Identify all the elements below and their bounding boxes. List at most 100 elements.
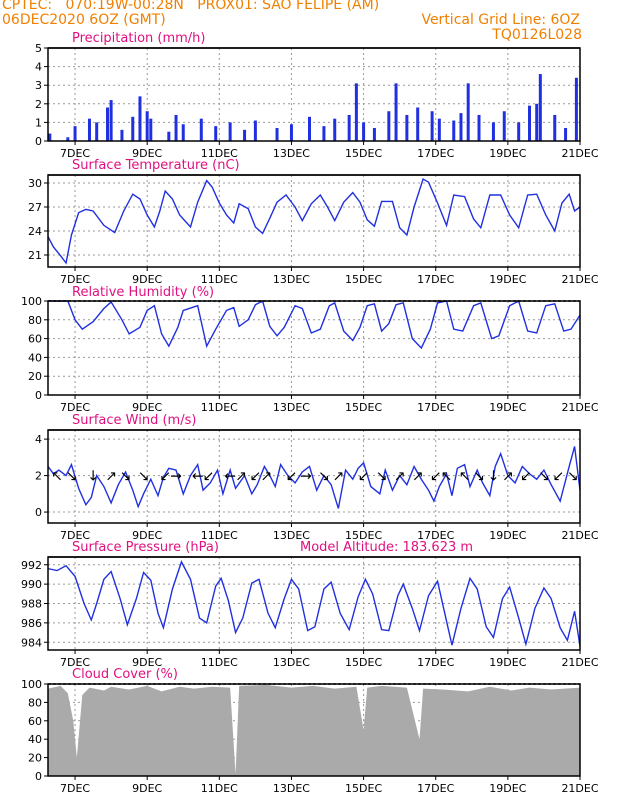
- y-tick-label: 24: [28, 225, 42, 238]
- precip-bar: [95, 122, 99, 141]
- x-tick-label: 11DEC: [201, 782, 238, 795]
- y-tick-label: 100: [21, 295, 42, 308]
- y-tick-label: 4: [35, 433, 42, 446]
- precip-bar: [430, 111, 434, 141]
- wind-arrow: ↓: [488, 469, 500, 485]
- y-tick-label: 21: [28, 249, 42, 262]
- wind-arrow: ↘: [376, 469, 388, 485]
- x-tick-label: 13DEC: [273, 656, 310, 669]
- y-tick-label: 986: [21, 617, 42, 630]
- y-tick-label: 4: [35, 61, 42, 74]
- x-tick-label: 7DEC: [60, 782, 90, 795]
- x-tick-label: 9DEC: [132, 401, 162, 414]
- precip-bar: [528, 105, 532, 141]
- x-tick-label: 11DEC: [201, 273, 238, 286]
- panel-2: [44, 174, 581, 271]
- x-tick-label: 19DEC: [489, 656, 526, 669]
- y-tick-label: 990: [21, 578, 42, 591]
- y-tick-label: 0: [35, 135, 42, 148]
- precip-bar: [66, 137, 70, 141]
- precip-bar: [517, 122, 521, 141]
- x-tick-label: 13DEC: [273, 782, 310, 795]
- precip-bar: [149, 118, 153, 141]
- panel-5: [44, 556, 581, 654]
- y-tick-label: 80: [28, 696, 42, 709]
- panel-title: Cloud Cover (%): [72, 667, 178, 682]
- wind-arrow: ↙: [520, 469, 532, 485]
- y-tick-label: 1: [35, 116, 42, 129]
- x-tick-label: 11DEC: [201, 147, 238, 160]
- wind-arrow: ↗: [105, 469, 117, 485]
- wind-arrow: →: [170, 469, 182, 485]
- y-tick-label: 20: [28, 370, 42, 383]
- y-tick-label: 20: [28, 752, 42, 765]
- panel-title: Precipitation (mm/h): [72, 31, 205, 46]
- header-line1: CPTEC: 070:19W-00:28N PROX01: SAO FELIPE…: [2, 0, 380, 13]
- x-tick-label: 7DEC: [60, 401, 90, 414]
- y-tick-label: 40: [28, 733, 42, 746]
- y-tick-label: 984: [21, 636, 42, 649]
- x-tick-label: 9DEC: [132, 656, 162, 669]
- y-tick-label: 100: [21, 678, 42, 691]
- y-tick-label: 60: [28, 715, 42, 728]
- cloud-cover-area: [48, 684, 580, 776]
- wind-arrow: ↗: [412, 469, 424, 485]
- precip-bar: [275, 127, 279, 141]
- precip-bar: [73, 126, 77, 141]
- x-tick-label: 13DEC: [273, 529, 310, 542]
- precip-bar: [502, 111, 506, 141]
- x-tick-label: 9DEC: [132, 529, 162, 542]
- wind-arrow: ↘: [473, 469, 485, 485]
- panel-annotation: Model Altitude: 183.623 m: [300, 540, 473, 555]
- precip-bar: [394, 83, 398, 141]
- wind-arrow: ↙: [286, 469, 298, 485]
- plot-frame: [47, 174, 581, 268]
- precip-bar: [372, 127, 376, 141]
- y-tick-label: 0: [35, 389, 42, 402]
- x-tick-label: 21DEC: [561, 147, 598, 160]
- x-tick-label: 21DEC: [561, 529, 598, 542]
- precip-bar: [199, 118, 203, 141]
- x-tick-label: 19DEC: [489, 529, 526, 542]
- wind-arrow: →: [300, 469, 312, 485]
- header-line2: 06DEC2020 6OZ (GMT): [2, 12, 166, 28]
- wind-arrow: ↖: [459, 469, 471, 485]
- x-tick-label: 15DEC: [345, 273, 382, 286]
- panel-title: Surface Temperature (nC): [72, 158, 240, 173]
- wind-arrow: ↖: [441, 469, 453, 485]
- panel-4: ↖ ↘ ↓ ↗ ↘ ↘ ↙ → ← ↙ ← ↗ ↙ ↗ ↙ → ↘ ↗ ↙ ↘ ↗ ↗ ↙ ↖ ↖ ↘ ↓ ↗ ↙ ↘ ↙ ↘: [44, 429, 581, 527]
- panel-6: [44, 683, 581, 780]
- x-tick-label: 15DEC: [345, 782, 382, 795]
- precip-bar: [405, 114, 409, 141]
- panel-title: Surface Wind (m/s): [72, 413, 196, 428]
- precip-bar: [120, 129, 124, 141]
- x-tick-label: 17DEC: [417, 782, 454, 795]
- precip-bar: [574, 77, 578, 141]
- precip-bar: [354, 83, 358, 141]
- wind-arrow: ↘: [138, 469, 150, 485]
- precip-bar: [347, 114, 351, 141]
- y-tick-label: 0: [35, 770, 42, 783]
- wind-arrow: ↙: [250, 469, 262, 485]
- wind-arrow: ↘: [538, 469, 550, 485]
- precip-bar: [387, 111, 391, 141]
- y-tick-label: 60: [28, 333, 42, 346]
- panel-title: Surface Pressure (hPa): [72, 540, 219, 555]
- x-tick-label: 11DEC: [201, 656, 238, 669]
- x-tick-label: 13DEC: [273, 147, 310, 160]
- y-tick-label: 40: [28, 351, 42, 364]
- series-line: [47, 446, 581, 509]
- wind-arrow: ↙: [159, 469, 171, 485]
- wind-arrow: ↗: [260, 469, 272, 485]
- y-tick-label: 988: [21, 598, 42, 611]
- precip-bar: [48, 133, 52, 141]
- series-line: [47, 177, 581, 265]
- precip-bar: [322, 126, 326, 141]
- x-tick-label: 19DEC: [489, 782, 526, 795]
- wind-arrow: ↓: [87, 469, 99, 485]
- wind-arrow: ↘: [567, 469, 579, 485]
- wind-arrow: ↗: [394, 469, 406, 485]
- x-tick-label: 7DEC: [60, 147, 90, 160]
- plot-frame: [47, 300, 581, 396]
